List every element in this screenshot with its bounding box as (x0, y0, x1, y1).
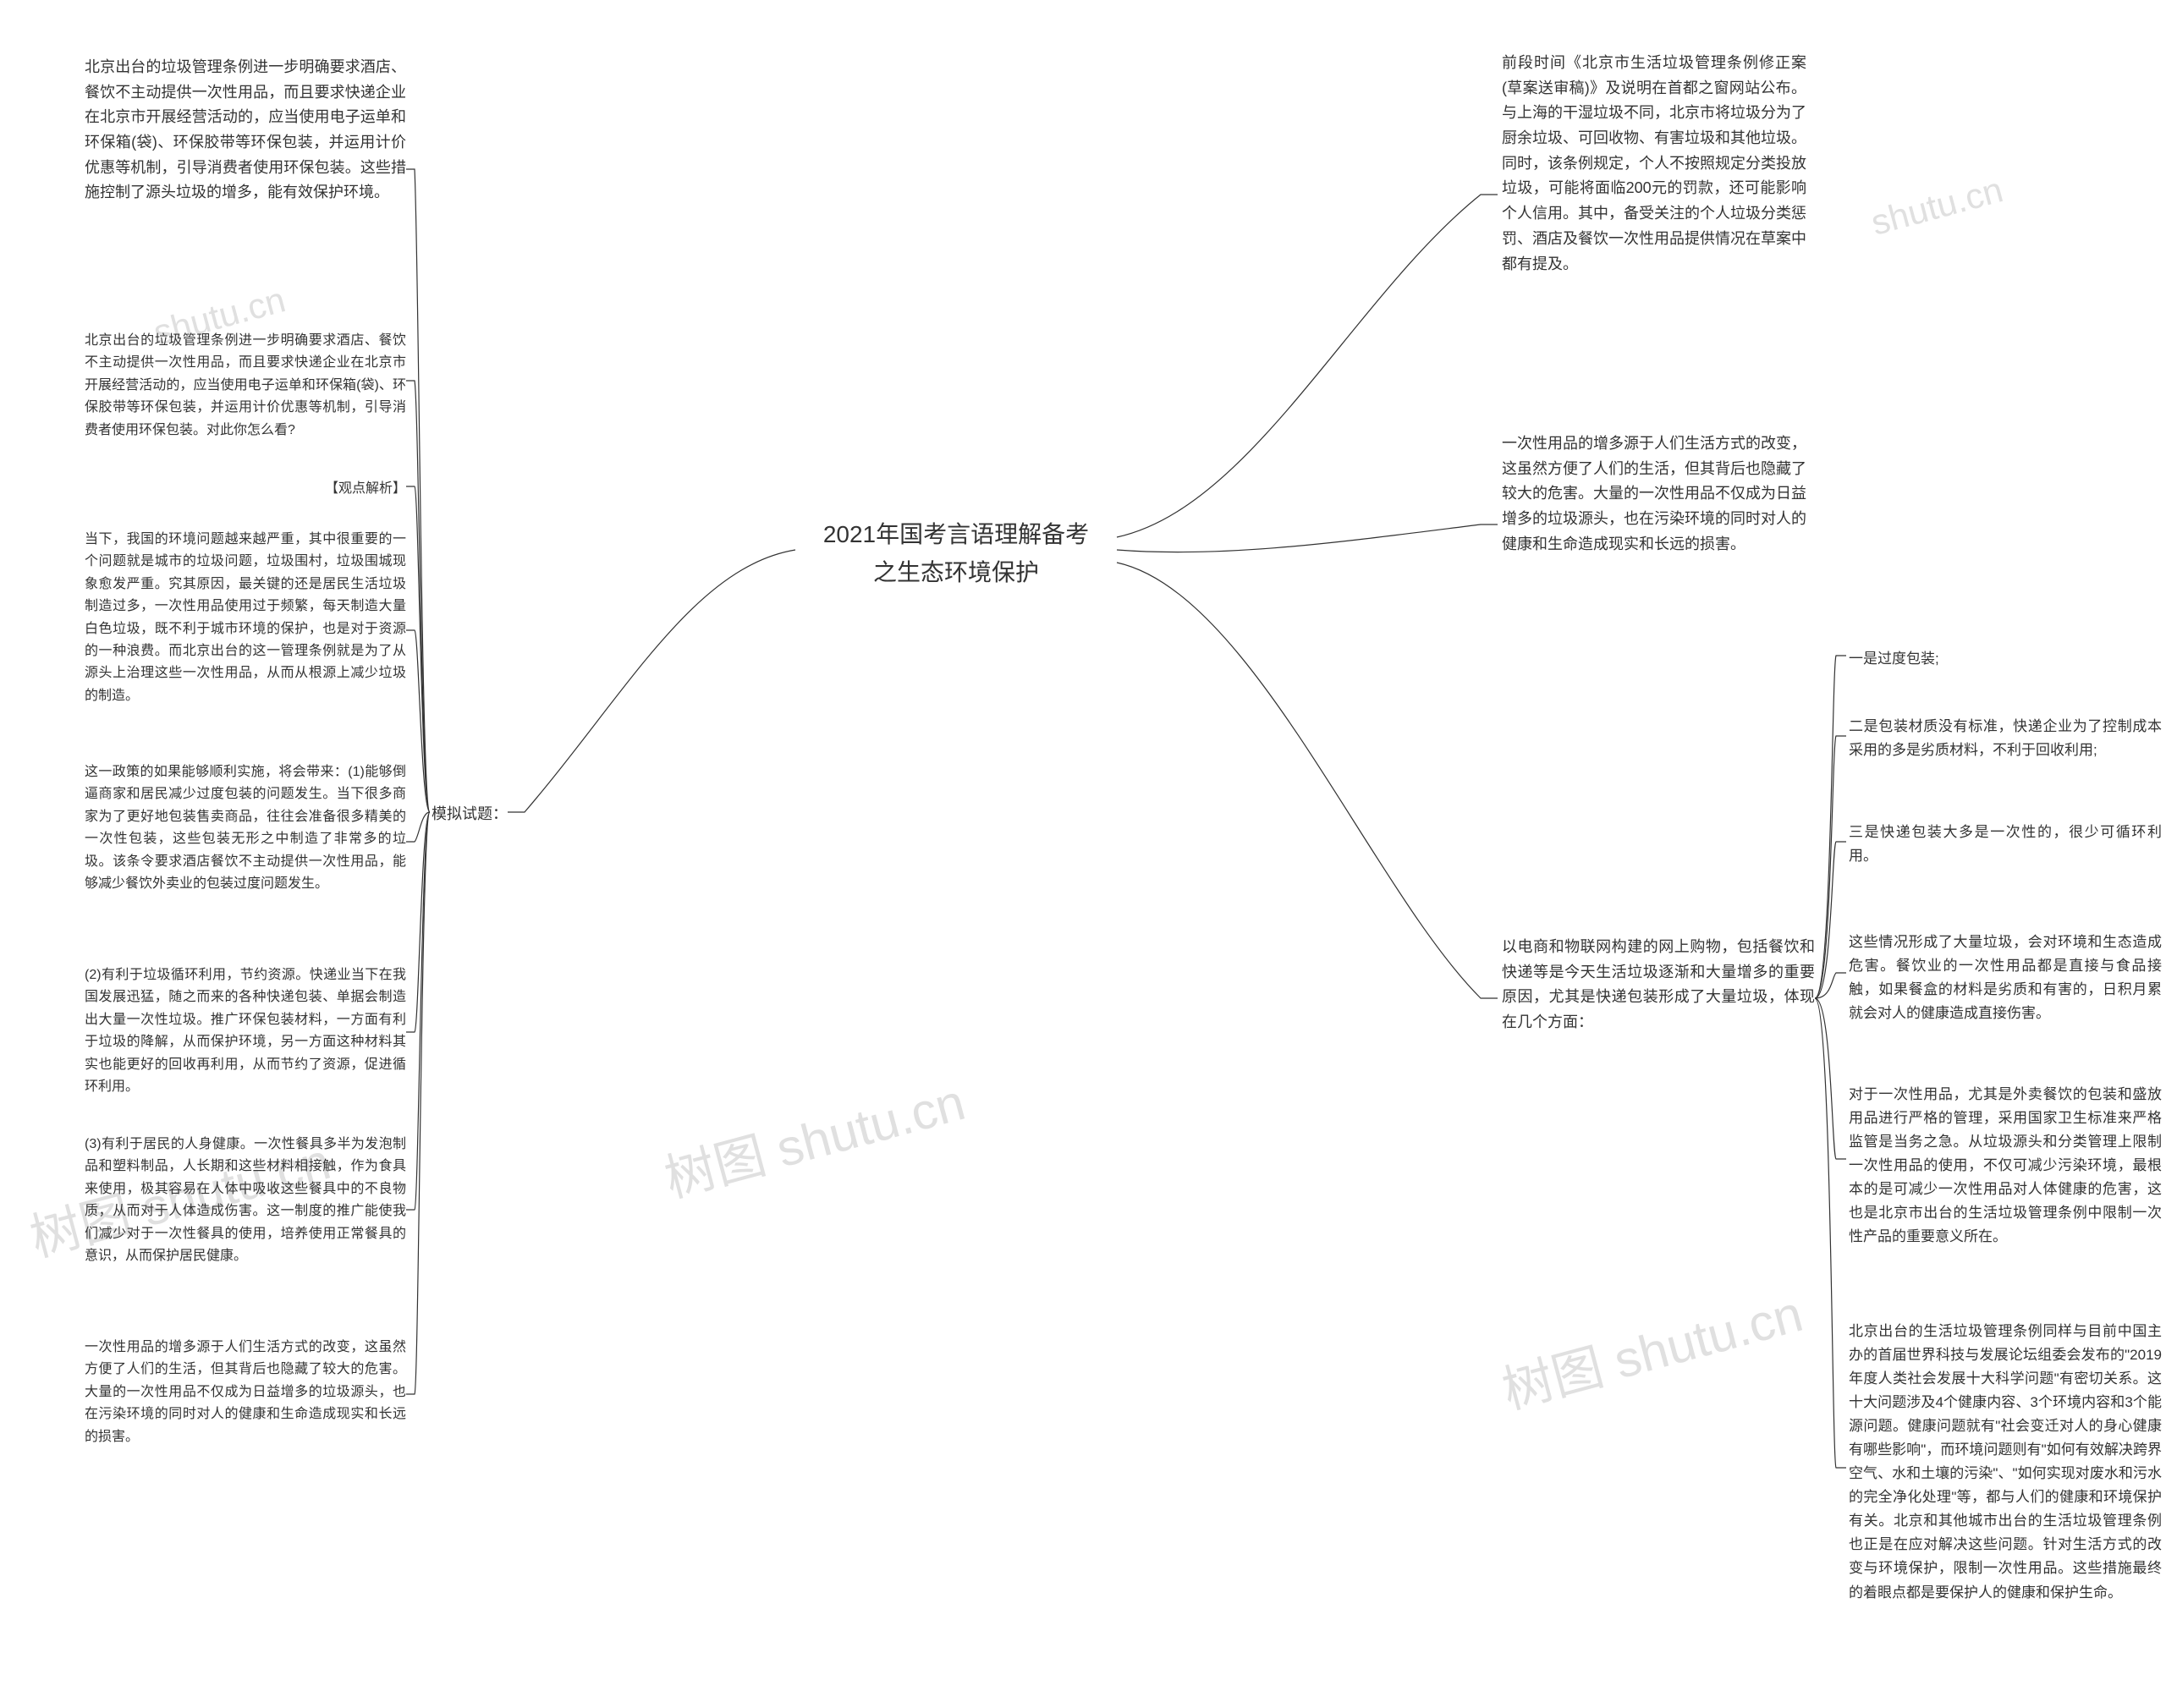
left-block-3: 当下，我国的环境问题越来越严重，其中很重要的一个问题就是城市的垃圾问题，垃圾围村… (85, 529, 406, 707)
right-sub-0: 一是过度包装; (1849, 647, 2162, 671)
right-block-2: 以电商和物联网构建的网上购物，包括餐饮和快递等是今天生活垃圾逐渐和大量增多的重要… (1502, 935, 1815, 1035)
right-sub-4: 对于一次性用品，尤其是外卖餐饮的包装和盛放用品进行严格的管理，采用国家卫生标准来… (1849, 1083, 2162, 1249)
right-sub-2: 三是快递包装大多是一次性的，很少可循环利用。 (1849, 821, 2162, 868)
left-block-4: 这一政策的如果能够顺利实施，将会带来：(1)能够倒逼商家和居民减少过度包装的问题… (85, 761, 406, 895)
watermark: 树图 shutu.cn (1493, 1272, 1810, 1423)
left-block-7: 一次性用品的增多源于人们生活方式的改变，这虽然方便了人们的生活，但其背后也隐藏了… (85, 1337, 406, 1448)
center-line2: 之生态环境保护 (795, 554, 1117, 592)
left-block-6: (3)有利于居民的人身健康。一次性餐具多半为发泡制品和塑料制品，人长期和这些材料… (85, 1134, 406, 1267)
watermark: 树图 shutu.cn (656, 1061, 972, 1211)
right-block-1: 一次性用品的增多源于人们生活方式的改变，这虽然方便了人们的生活，但其背后也隐藏了… (1502, 431, 1806, 557)
watermark: shutu.cn (1866, 169, 2007, 243)
left-block-5: (2)有利于垃圾循环利用，节约资源。快递业当下在我国发展迅猛，随之而来的各种快递… (85, 964, 406, 1098)
right-block-0: 前段时间《北京市生活垃圾管理条例修正案(草案送审稿)》及说明在首都之窗网站公布。… (1502, 51, 1806, 277)
center-topic: 2021年国考言语理解备考 之生态环境保护 (795, 516, 1117, 592)
left-block-1: 北京出台的垃圾管理条例进一步明确要求酒店、餐饮不主动提供一次性用品，而且要求快递… (85, 330, 406, 442)
left-anchor: 模拟试题： (432, 802, 508, 827)
center-line1: 2021年国考言语理解备考 (795, 516, 1117, 554)
right-sub-1: 二是包装材质没有标准，快递企业为了控制成本采用的多是劣质材料，不利于回收利用; (1849, 715, 2162, 762)
right-sub-3: 这些情况形成了大量垃圾，会对环境和生态造成危害。餐饮业的一次性用品都是直接与食品… (1849, 931, 2162, 1025)
left-block-0: 北京出台的垃圾管理条例进一步明确要求酒店、餐饮不主动提供一次性用品，而且要求快递… (85, 55, 406, 206)
right-sub-5: 北京出台的生活垃圾管理条例同样与目前中国主办的首届世界科技与发展论坛组委会发布的… (1849, 1320, 2162, 1605)
left-block-2: 【观点解析】 (85, 478, 406, 500)
